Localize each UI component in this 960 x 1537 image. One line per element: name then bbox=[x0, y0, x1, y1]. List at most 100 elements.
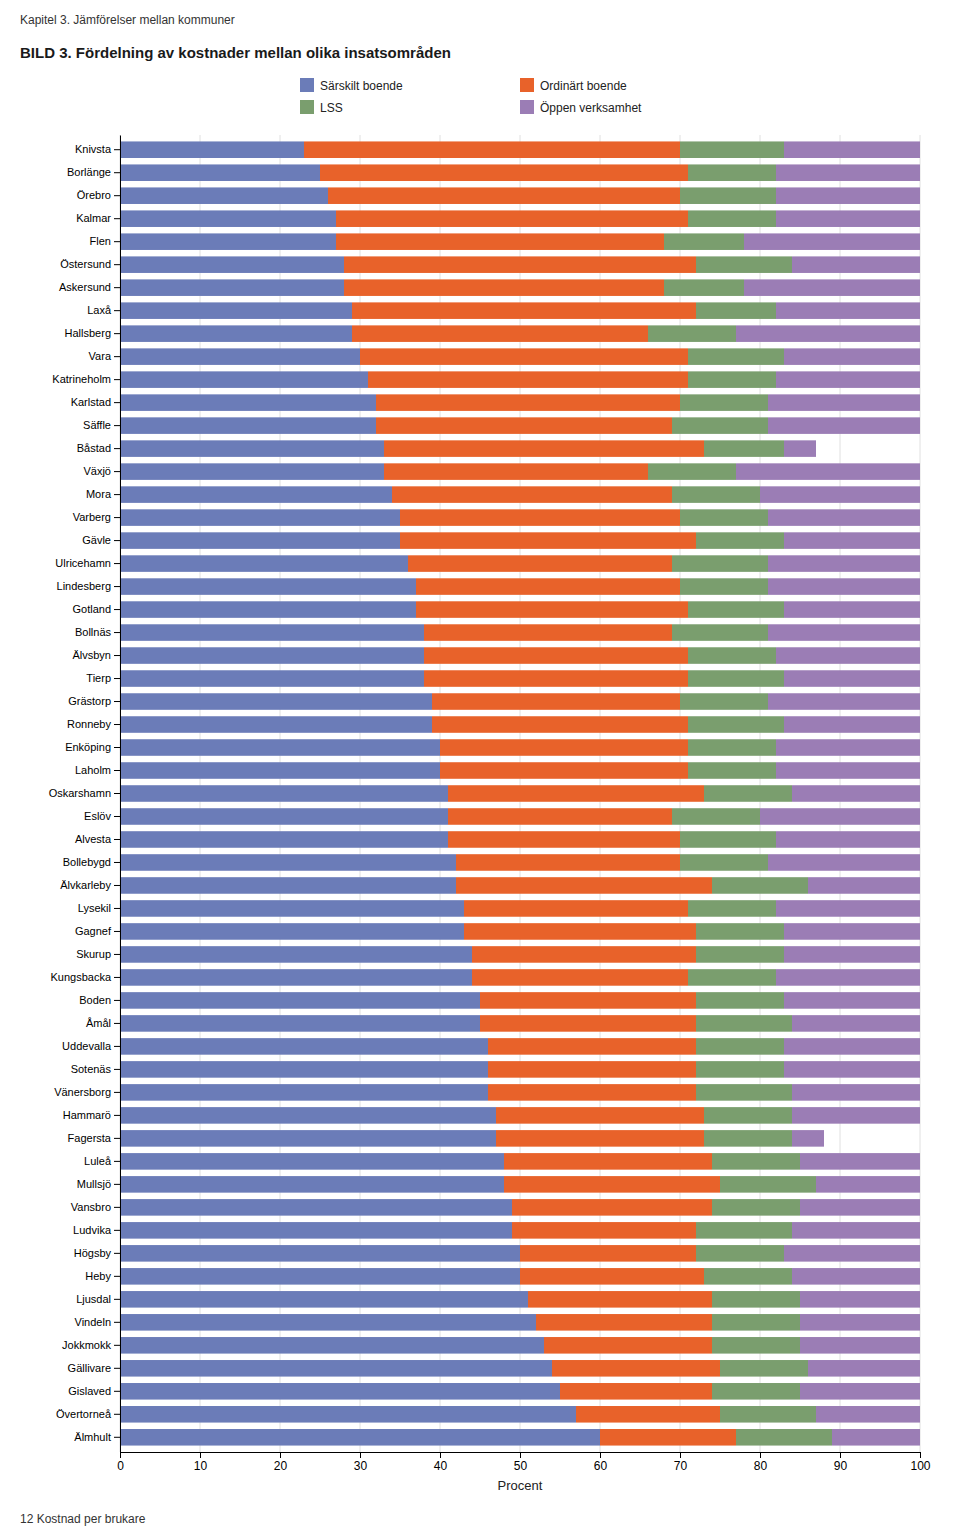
y-tick-label: Örebro bbox=[77, 189, 111, 201]
bar bbox=[712, 1337, 800, 1354]
y-tick: Älvkarleby bbox=[60, 879, 120, 891]
bar bbox=[776, 831, 920, 848]
x-tick-mark bbox=[680, 1452, 681, 1458]
bar bbox=[800, 1291, 920, 1308]
bar bbox=[488, 1084, 696, 1101]
x-tick: 0 bbox=[117, 1452, 124, 1473]
bar bbox=[696, 1084, 792, 1101]
bar bbox=[688, 739, 776, 756]
y-tick: Varberg bbox=[73, 511, 120, 523]
x-tick-mark bbox=[840, 1452, 841, 1458]
bar bbox=[120, 325, 352, 342]
y-tick-label: Hammarö bbox=[63, 1109, 111, 1121]
y-tick: Boden bbox=[79, 994, 120, 1006]
x-tick-mark bbox=[520, 1452, 521, 1458]
y-tick: Laxå bbox=[87, 304, 120, 316]
y-tick-label: Ronneby bbox=[67, 718, 112, 730]
bar bbox=[120, 647, 424, 664]
y-tick: Enköping bbox=[65, 741, 120, 753]
x-tick: 90 bbox=[834, 1452, 848, 1473]
y-tick-label: Luleå bbox=[84, 1155, 112, 1167]
bar bbox=[504, 1153, 712, 1170]
y-tick: Heby bbox=[85, 1270, 120, 1282]
legend-label: Särskilt boende bbox=[320, 79, 403, 93]
bar bbox=[120, 279, 344, 296]
x-tick-mark bbox=[600, 1452, 601, 1458]
bar bbox=[696, 1061, 784, 1078]
bar bbox=[704, 440, 784, 457]
y-tick: Alvesta bbox=[75, 833, 120, 845]
bar bbox=[712, 1383, 800, 1400]
bar bbox=[120, 302, 352, 319]
bar bbox=[448, 785, 704, 802]
y-tick-mark bbox=[114, 1115, 120, 1116]
bar bbox=[768, 394, 920, 411]
bar bbox=[736, 325, 920, 342]
bar bbox=[120, 624, 424, 641]
y-tick: Hammarö bbox=[63, 1109, 120, 1121]
y-tick-mark bbox=[114, 724, 120, 725]
bar bbox=[784, 923, 920, 940]
y-tick: Örebro bbox=[77, 189, 120, 201]
y-tick-label: Flen bbox=[90, 235, 111, 247]
y-axis-line bbox=[120, 136, 121, 1453]
legend-swatch bbox=[300, 100, 314, 114]
bar bbox=[328, 187, 680, 204]
bar bbox=[688, 348, 784, 365]
x-tick-label: 100 bbox=[910, 1459, 930, 1473]
y-tick: Vara bbox=[89, 350, 120, 362]
bar bbox=[120, 1429, 600, 1446]
y-tick-mark bbox=[114, 1322, 120, 1323]
y-tick-mark bbox=[114, 678, 120, 679]
legend-swatch bbox=[520, 100, 534, 114]
bar bbox=[784, 1038, 920, 1055]
bar bbox=[352, 325, 648, 342]
bar bbox=[776, 739, 920, 756]
y-tick-mark bbox=[114, 770, 120, 771]
bar bbox=[120, 187, 328, 204]
legend-item: Särskilt boende bbox=[300, 78, 403, 93]
y-tick-label: Eslöv bbox=[84, 810, 111, 822]
bar bbox=[536, 1314, 712, 1331]
y-tick: Ulricehamn bbox=[55, 557, 120, 569]
bar bbox=[120, 693, 432, 710]
y-tick-mark bbox=[114, 1069, 120, 1070]
y-tick-label: Lysekil bbox=[78, 902, 111, 914]
bar bbox=[784, 532, 920, 549]
y-tick: Askersund bbox=[59, 281, 120, 293]
bar bbox=[688, 371, 776, 388]
y-tick-label: Fagersta bbox=[68, 1132, 112, 1144]
bar bbox=[776, 302, 920, 319]
bar bbox=[680, 578, 768, 595]
chart: 0102030405060708090100KnivstaBorlängeÖre… bbox=[0, 0, 960, 1537]
y-tick: Övertorneå bbox=[56, 1408, 120, 1420]
bar bbox=[768, 509, 920, 526]
bar bbox=[400, 532, 696, 549]
y-tick: Eslöv bbox=[84, 810, 120, 822]
bar bbox=[704, 785, 792, 802]
bar bbox=[696, 992, 784, 1009]
y-tick-mark bbox=[114, 264, 120, 265]
y-tick: Karlstad bbox=[71, 396, 120, 408]
bars bbox=[120, 141, 920, 1445]
y-tick-mark bbox=[114, 563, 120, 564]
y-tick: Flen bbox=[90, 235, 120, 247]
bar bbox=[120, 532, 400, 549]
y-tick-mark bbox=[114, 333, 120, 334]
y-tick-label: Vindeln bbox=[75, 1316, 112, 1328]
bar bbox=[120, 877, 456, 894]
y-tick-label: Enköping bbox=[65, 741, 111, 753]
bar bbox=[768, 854, 920, 871]
bar bbox=[424, 670, 688, 687]
bar bbox=[680, 693, 768, 710]
bar bbox=[696, 256, 792, 273]
y-tick-label: Ljusdal bbox=[76, 1293, 111, 1305]
x-tick: 80 bbox=[754, 1452, 768, 1473]
bar bbox=[776, 647, 920, 664]
bar bbox=[544, 1337, 712, 1354]
y-tick: Borlänge bbox=[67, 166, 120, 178]
y-tick-label: Växjö bbox=[83, 465, 111, 477]
y-tick: Bollnäs bbox=[75, 626, 120, 638]
y-tick: Luleå bbox=[84, 1155, 120, 1167]
bar bbox=[120, 762, 440, 779]
